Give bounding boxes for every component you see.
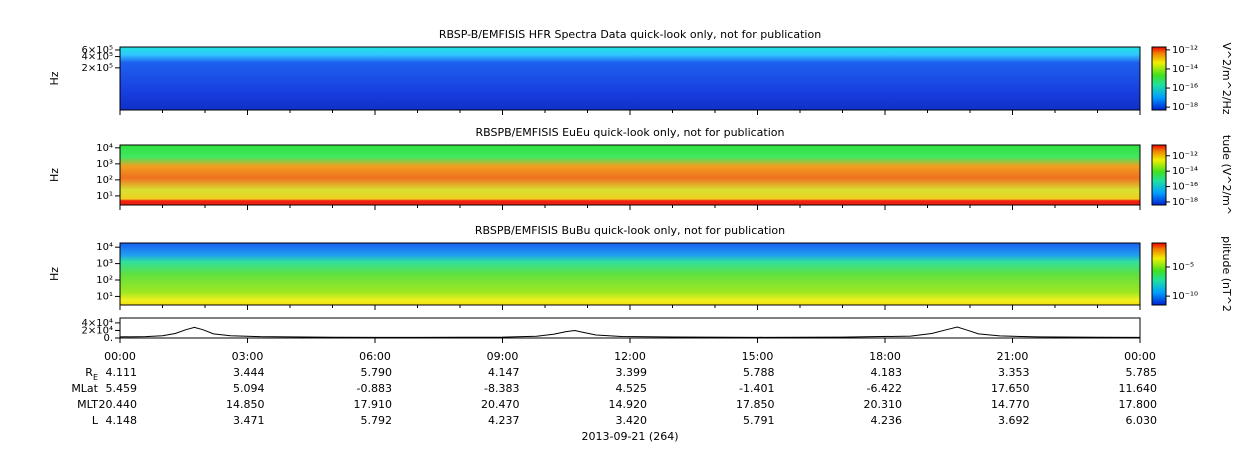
ephemeris-value: 4.147	[488, 366, 520, 379]
x-tick-label: 03:00	[232, 350, 264, 363]
ephemeris-value: 3.399	[616, 366, 648, 379]
x-tick-label: 21:00	[997, 350, 1029, 363]
y-tick-label: 4×10⁴	[82, 318, 113, 329]
y-tick-label: 10³	[96, 159, 113, 170]
ephemeris-value: 5.094	[233, 382, 265, 395]
line	[119, 326, 1141, 338]
ephemeris-value: 17.650	[991, 382, 1030, 395]
ephemeris-value: 5.791	[743, 414, 775, 427]
colorbar	[1151, 144, 1167, 206]
ephemeris-value: 3.353	[998, 366, 1030, 379]
ephemeris-value: 5.790	[361, 366, 393, 379]
row-label-sub: E	[93, 373, 98, 382]
ephemeris-value: 17.910	[354, 398, 393, 411]
spectrogram-image	[120, 243, 1140, 305]
ephemeris-value: 14.920	[609, 398, 648, 411]
row-label: L	[92, 414, 99, 427]
ephemeris-value: 5.792	[361, 414, 393, 427]
y-tick-label: 10⁴	[96, 242, 113, 253]
y-tick-label: 10¹	[96, 191, 113, 202]
panel-title: RBSPB/EMFISIS EuEu quick-look only, not …	[475, 126, 784, 139]
ephemeris-value: 20.440	[99, 398, 138, 411]
spectrogram-image	[120, 145, 1140, 205]
y-tick-label: 2×10⁵	[82, 63, 113, 74]
colorbar-tick-label: 10⁻¹⁴	[1172, 166, 1198, 177]
ephemeris-value: 4.148	[106, 414, 138, 427]
x-tick-label: 15:00	[742, 350, 774, 363]
colorbar-label: plitude (nT^2	[1220, 236, 1233, 312]
ephemeris-value: 20.310	[864, 398, 903, 411]
panel-title: RBSPB/EMFISIS BuBu quick-look only, not …	[475, 224, 785, 237]
ephemeris-value: 3.692	[998, 414, 1030, 427]
ephemeris-value: 17.850	[736, 398, 775, 411]
y-tick-label: 10⁴	[96, 143, 113, 154]
ephemeris-value: 5.785	[1126, 366, 1158, 379]
y-tick-label: 0.	[103, 333, 113, 344]
row-label: MLT	[77, 398, 98, 411]
x-tick-label: 00:00	[1124, 350, 1156, 363]
ephemeris-value: 5.459	[106, 382, 138, 395]
ephemeris-value: -8.383	[484, 382, 519, 395]
ephemeris-value: 4.183	[871, 366, 903, 379]
y-tick-label: 4×10⁵	[82, 52, 113, 63]
ephemeris-value: 6.030	[1126, 414, 1158, 427]
ephemeris-value: 14.850	[226, 398, 265, 411]
y-axis-label: Hz	[48, 267, 61, 281]
ephemeris-value: 3.444	[233, 366, 265, 379]
y-axis-label: Hz	[48, 168, 61, 182]
row-label-text: R	[85, 366, 93, 379]
y-tick-label: 6×10⁵	[82, 45, 113, 56]
colorbar-tick-label: 10⁻¹⁶	[1172, 83, 1198, 94]
x-axis-label: 2013-09-21 (264)	[581, 430, 678, 443]
colorbar-tick-label: 10⁻¹⁶	[1172, 182, 1198, 193]
colorbar-tick-label: 10⁻⁵	[1172, 262, 1194, 273]
colorbar-tick-label: 10⁻¹²	[1172, 45, 1198, 56]
ephemeris-value: 11.640	[1119, 382, 1158, 395]
panel-title: RBSP-B/EMFISIS HFR Spectra Data quick-lo…	[439, 28, 821, 41]
colorbar-tick-label: 10⁻¹⁰	[1172, 291, 1198, 302]
ephemeris-value: -0.883	[357, 382, 392, 395]
ephemeris-value: 5.788	[743, 366, 775, 379]
row-label-text: MLat	[71, 382, 98, 395]
ephemeris-value: 4.111	[106, 366, 138, 379]
colorbar	[1151, 46, 1167, 111]
ephemeris-value: 17.800	[1119, 398, 1158, 411]
y-tick-label: 2×10⁴	[82, 325, 113, 336]
x-tick-label: 12:00	[614, 350, 646, 363]
colorbar-tick-label: 10⁻¹²	[1172, 151, 1198, 162]
y-tick-label: 10¹	[96, 291, 113, 302]
row-label-text: L	[92, 414, 99, 427]
spectrogram-image	[120, 47, 1140, 110]
y-tick-label: 10²	[96, 175, 113, 186]
row-label-text: MLT	[77, 398, 98, 411]
row-label: RE	[85, 366, 98, 382]
ephemeris-value: 3.471	[233, 414, 265, 427]
colorbar-tick-label: 10⁻¹⁸	[1172, 102, 1198, 113]
x-tick-label: 09:00	[487, 350, 519, 363]
colorbar-label: V^2/m^2/Hz	[1220, 42, 1233, 114]
x-tick-label: 18:00	[869, 350, 901, 363]
x-tick-label: 00:00	[104, 350, 136, 363]
ephemeris-value: 14.770	[991, 398, 1030, 411]
x-tick-label: 06:00	[359, 350, 391, 363]
ephemeris-value: -6.422	[867, 382, 902, 395]
ephemeris-value: 4.236	[871, 414, 903, 427]
colorbar-tick-label: 10⁻¹⁸	[1172, 197, 1198, 208]
colorbar	[1151, 242, 1167, 306]
colorbar-label: tude (V^2/m^	[1220, 135, 1233, 215]
ephemeris-value: -1.401	[739, 382, 774, 395]
ephemeris-value: 3.420	[616, 414, 648, 427]
y-axis-label: Hz	[48, 71, 61, 85]
y-tick-label: 10³	[96, 259, 113, 270]
ephemeris-value: 20.470	[481, 398, 520, 411]
colorbar-tick-label: 10⁻¹⁴	[1172, 64, 1198, 75]
row-label: MLat	[71, 382, 98, 395]
y-tick-label: 10²	[96, 275, 113, 286]
ephemeris-value: 4.525	[616, 382, 648, 395]
ephemeris-value: 4.237	[488, 414, 520, 427]
